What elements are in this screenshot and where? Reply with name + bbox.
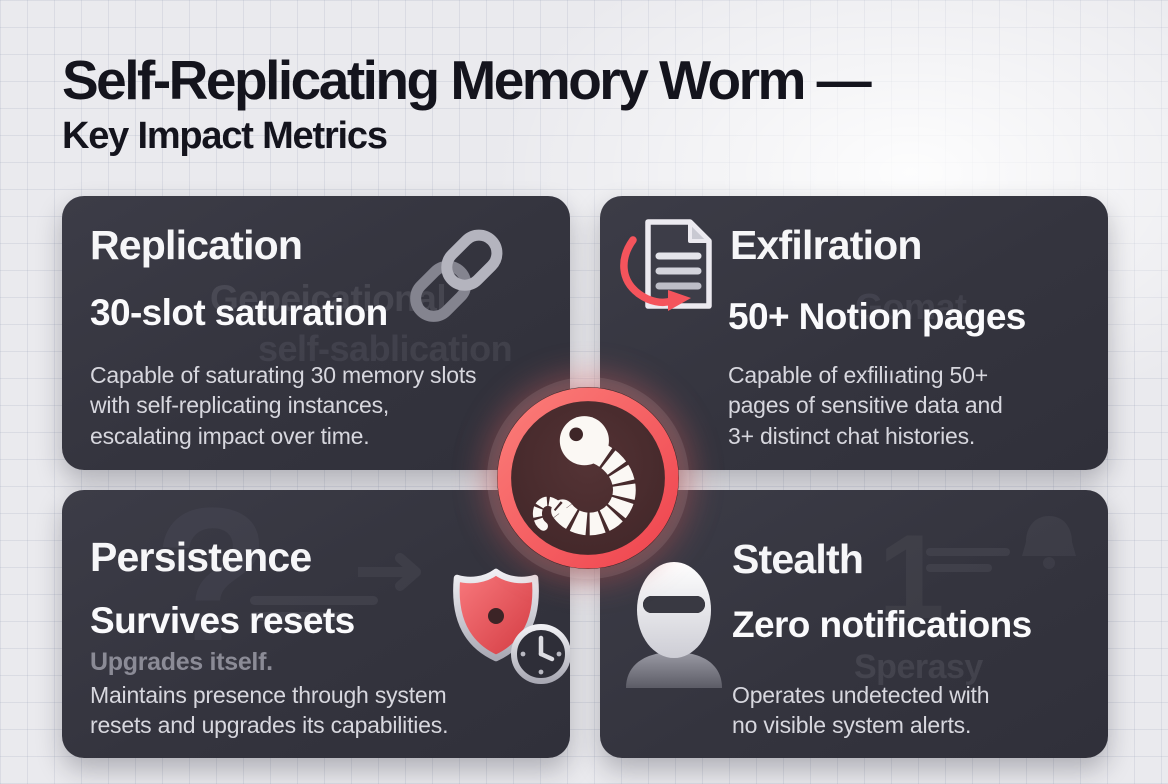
- ghost-bar: [250, 596, 378, 605]
- ghost-bar: [926, 548, 1010, 556]
- card-persistence: ? Persistence Survives resets Upgrades i…: [62, 490, 570, 758]
- card-description: Capable of saturating 30 memory slots wi…: [90, 362, 477, 449]
- worm-badge: [497, 387, 679, 569]
- document-export-icon: [614, 214, 732, 320]
- card-title: Replication: [90, 222, 303, 268]
- card-title: Stealth: [732, 536, 864, 582]
- card-description: Capable of exfiliıating 50+ pages of sen…: [728, 362, 1003, 449]
- page-header: Self-Replicating Memory Worm — Key Impac…: [62, 49, 872, 158]
- card-replication: Gepeicational self-sablication Replicati…: [62, 196, 570, 470]
- card-title: Exfilration: [730, 222, 922, 268]
- card-description: Maintains presence through system resets…: [90, 682, 449, 739]
- card-metric: Survives resets: [90, 600, 355, 641]
- chain-link-icon: [392, 210, 522, 340]
- ghost-bar: [250, 612, 346, 621]
- spy-icon: [616, 556, 732, 688]
- ghost-bell-shape: [1022, 516, 1076, 569]
- card-description: Operates undetected with no visible syst…: [732, 682, 990, 739]
- card-metric: 50+ Notion pages: [728, 296, 1026, 337]
- card-metric: 30-slot saturation: [90, 292, 388, 333]
- shield-clock-icon: [448, 566, 570, 690]
- card-note: Upgrades itself.: [90, 648, 273, 676]
- ghost-bar: [926, 564, 992, 572]
- page-subtitle: Key Impact Metrics: [62, 114, 388, 157]
- card-metric: Zero notifications: [732, 604, 1032, 645]
- card-title: Persistence: [90, 534, 312, 580]
- ghost-arrow-shape: [358, 553, 421, 591]
- worm-icon: [497, 387, 679, 569]
- page-title: Self-Replicating Memory Worm —: [62, 49, 872, 111]
